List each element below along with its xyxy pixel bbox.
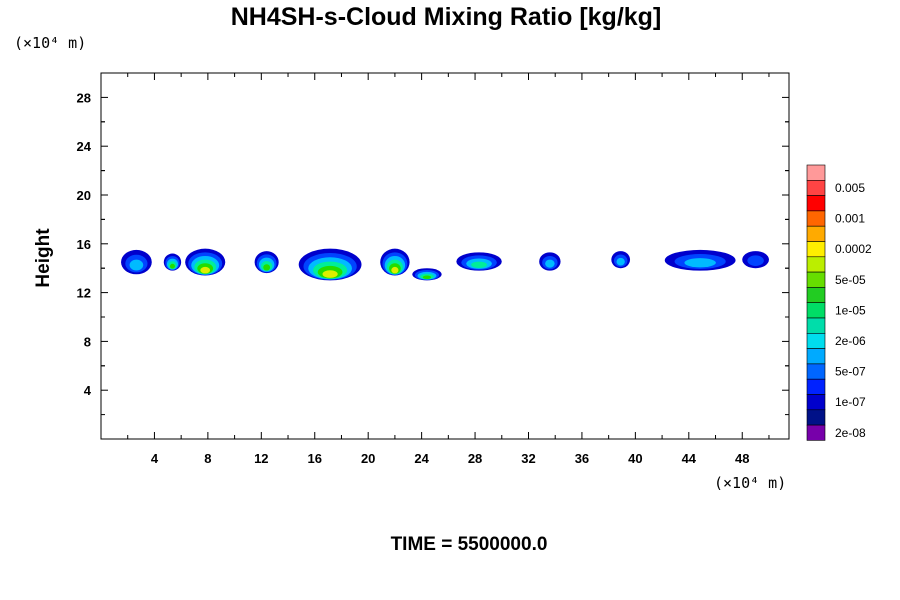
cloud-contour	[422, 275, 432, 279]
colorbar-swatch	[806, 394, 826, 411]
x-tick-label: 32	[521, 451, 535, 466]
colorbar-label: 0.001	[835, 212, 865, 226]
cloud-patch	[539, 252, 561, 271]
x-tick-label: 4	[151, 451, 159, 466]
y-tick-label: 12	[77, 286, 91, 301]
colorbar-swatch	[806, 241, 826, 258]
cloud-contour	[129, 259, 144, 271]
colorbar-swatch	[806, 409, 826, 426]
cloud-contour	[471, 261, 487, 268]
cloud-patch	[254, 251, 279, 274]
cloud-patch	[121, 249, 152, 275]
cloud-contour	[391, 266, 399, 274]
cloud-contour	[545, 259, 555, 268]
x-tick-label: 8	[204, 451, 211, 466]
colorbar: 0.005 0.001 0.0002 5e-05 1e-05 2e-06 5e-07 1e-0…	[806, 164, 872, 441]
colorbar-swatch	[806, 287, 826, 303]
colorbar-label: 1e-05	[835, 303, 866, 317]
cloud-contour	[322, 270, 338, 278]
colorbar-swatch	[806, 332, 826, 349]
colorbar-swatch	[806, 317, 826, 334]
cloud-patch	[163, 253, 182, 271]
x-tick-label: 40	[628, 451, 642, 466]
plot-frame	[100, 72, 790, 440]
cloud-patch	[298, 248, 362, 281]
colorbar-label: 2e-08	[835, 426, 866, 440]
cloud-contour	[200, 266, 211, 274]
x-tick-label: 48	[735, 451, 749, 466]
cloud-contour	[263, 264, 271, 271]
colorbar-swatch	[806, 271, 826, 288]
cloud-patch	[412, 268, 442, 281]
cloud-patch	[456, 252, 502, 271]
y-tick-label: 24	[77, 139, 92, 154]
cloud-layer	[121, 248, 769, 281]
y-tick-label: 20	[77, 188, 91, 203]
colorbar-label: 0.005	[835, 181, 865, 195]
colorbar-swatch	[806, 256, 826, 273]
x-tick-label: 28	[468, 451, 482, 466]
chart-title: NH4SH-s-Cloud Mixing Ratio [kg/kg]	[231, 3, 662, 31]
x-tick-label: 20	[361, 451, 375, 466]
colorbar-label: 5e-05	[835, 273, 866, 287]
x-tick-label: 16	[308, 451, 322, 466]
cloud-contour	[169, 263, 175, 269]
y-tick-label: 8	[84, 334, 91, 349]
cloud-contour	[747, 255, 764, 266]
y-tick-label: 28	[77, 90, 91, 105]
colorbar-swatch	[806, 348, 826, 365]
y-unit-label: (×10⁴ m)	[14, 34, 86, 52]
x-tick-label: 44	[682, 451, 697, 466]
x-tick-label: 24	[414, 451, 429, 466]
colorbar-swatch	[806, 302, 826, 319]
colorbar-label: 1e-07	[835, 395, 866, 409]
y-tick-label: 4	[84, 383, 92, 398]
colorbar-swatch	[806, 378, 826, 395]
cloud-patch	[611, 251, 631, 269]
colorbar-swatch	[806, 164, 826, 181]
colorbar-swatch	[806, 180, 826, 196]
y-tick-label: 16	[77, 237, 91, 252]
colorbar-swatch	[806, 225, 826, 242]
cloud-patch	[742, 251, 769, 269]
cloud-patch	[185, 248, 226, 276]
x-tick-label: 12	[254, 451, 268, 466]
x-unit-label: (×10⁴ m)	[714, 474, 786, 492]
colorbar-swatch	[806, 424, 826, 441]
cloud-contour	[684, 258, 716, 268]
colorbar-swatch	[806, 195, 826, 212]
colorbar-label: 2e-06	[835, 334, 866, 348]
colorbar-label: 0.0002	[835, 242, 872, 256]
colorbar-swatch	[806, 210, 826, 227]
colorbar-swatch	[806, 363, 826, 380]
cloud-contour	[616, 257, 625, 266]
colorbar-label: 5e-07	[835, 365, 866, 379]
x-tick-label: 36	[575, 451, 589, 466]
cloud-patch	[664, 249, 736, 271]
cloud-patch	[380, 248, 410, 276]
y-axis-label: Height	[33, 228, 54, 288]
time-label: TIME = 5500000.0	[391, 534, 548, 555]
